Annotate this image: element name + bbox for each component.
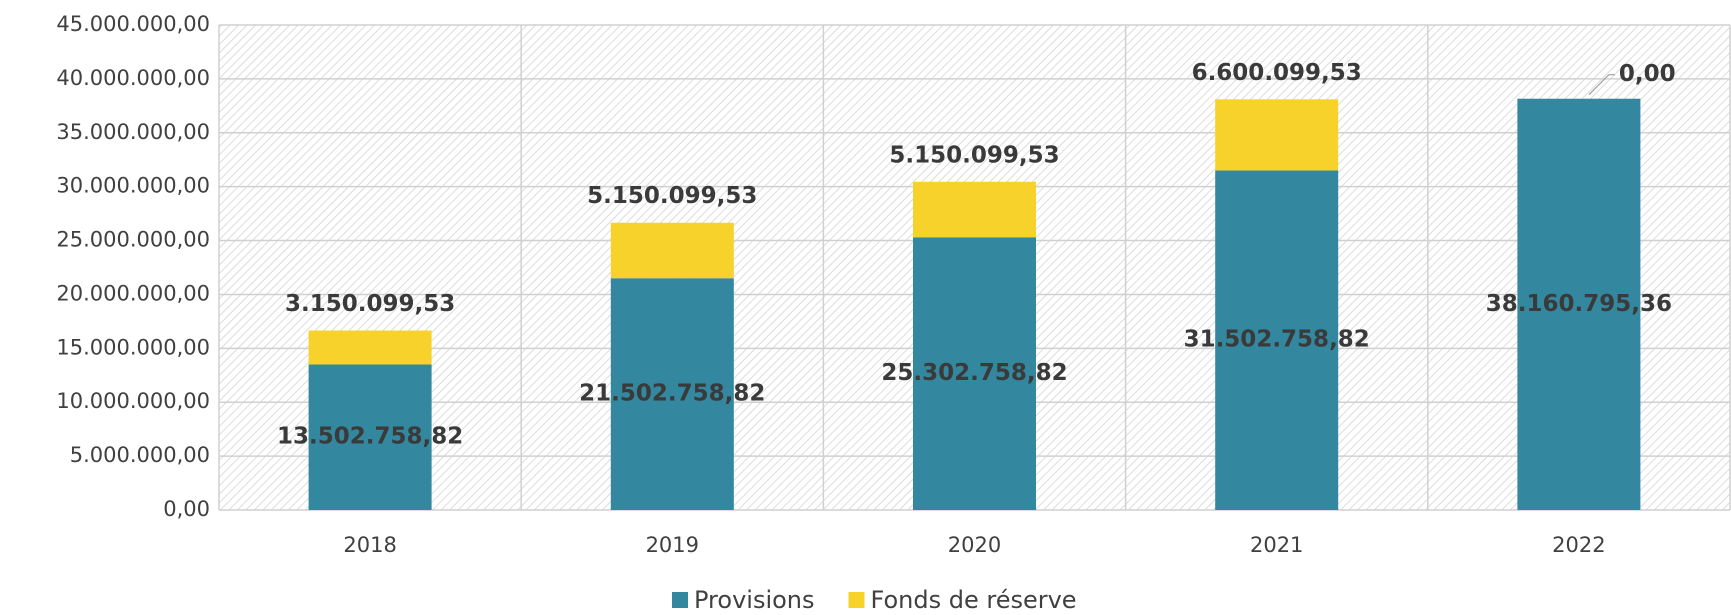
x-tick-label: 2022 [1552,533,1605,557]
bar-segment [308,364,432,510]
bar-segment [913,181,1036,238]
y-tick-label: 35.000.000,00 [56,120,210,144]
bar-segment [610,278,734,510]
x-tick-label: 2020 [948,533,1001,557]
y-tick-label: 5.000.000,00 [70,443,210,467]
data-label: 38.160.795,36 [1486,291,1672,317]
data-label: 5.150.099,53 [889,142,1059,168]
data-label: 25.302.758,82 [881,360,1067,386]
data-label: 0,00 [1619,61,1676,87]
y-tick-label: 25.000.000,00 [56,228,210,252]
bar-segment [308,330,432,365]
y-tick-label: 10.000.000,00 [56,389,210,413]
x-tick-label: 2018 [343,533,396,557]
legend-swatch [672,592,688,608]
data-label: 13.502.758,82 [277,424,463,450]
bar-segment [1215,99,1339,171]
data-label: 21.502.758,82 [579,381,765,407]
x-tick-label: 2021 [1250,533,1303,557]
data-label: 6.600.099,53 [1192,60,1362,86]
y-tick-label: 15.000.000,00 [56,335,210,359]
bar-segment [913,237,1036,511]
y-tick-label: 0,00 [163,497,210,521]
y-tick-label: 40.000.000,00 [56,66,210,90]
legend-label: Fonds de réserve [871,586,1077,614]
y-tick-label: 20.000.000,00 [56,281,210,305]
data-label: 3.150.099,53 [285,291,455,317]
data-label: 5.150.099,53 [587,183,757,209]
legend-swatch [848,592,865,608]
legend-label: Provisions [694,586,815,614]
bar-segment [1215,170,1339,510]
x-tick-label: 2019 [646,533,699,557]
bar-segment [610,222,734,279]
leader-line [1588,74,1615,96]
bar-segment [1517,98,1641,510]
y-tick-label: 30.000.000,00 [56,174,210,198]
y-tick-label: 45.000.000,00 [56,12,210,36]
data-label: 31.502.758,82 [1184,327,1370,353]
